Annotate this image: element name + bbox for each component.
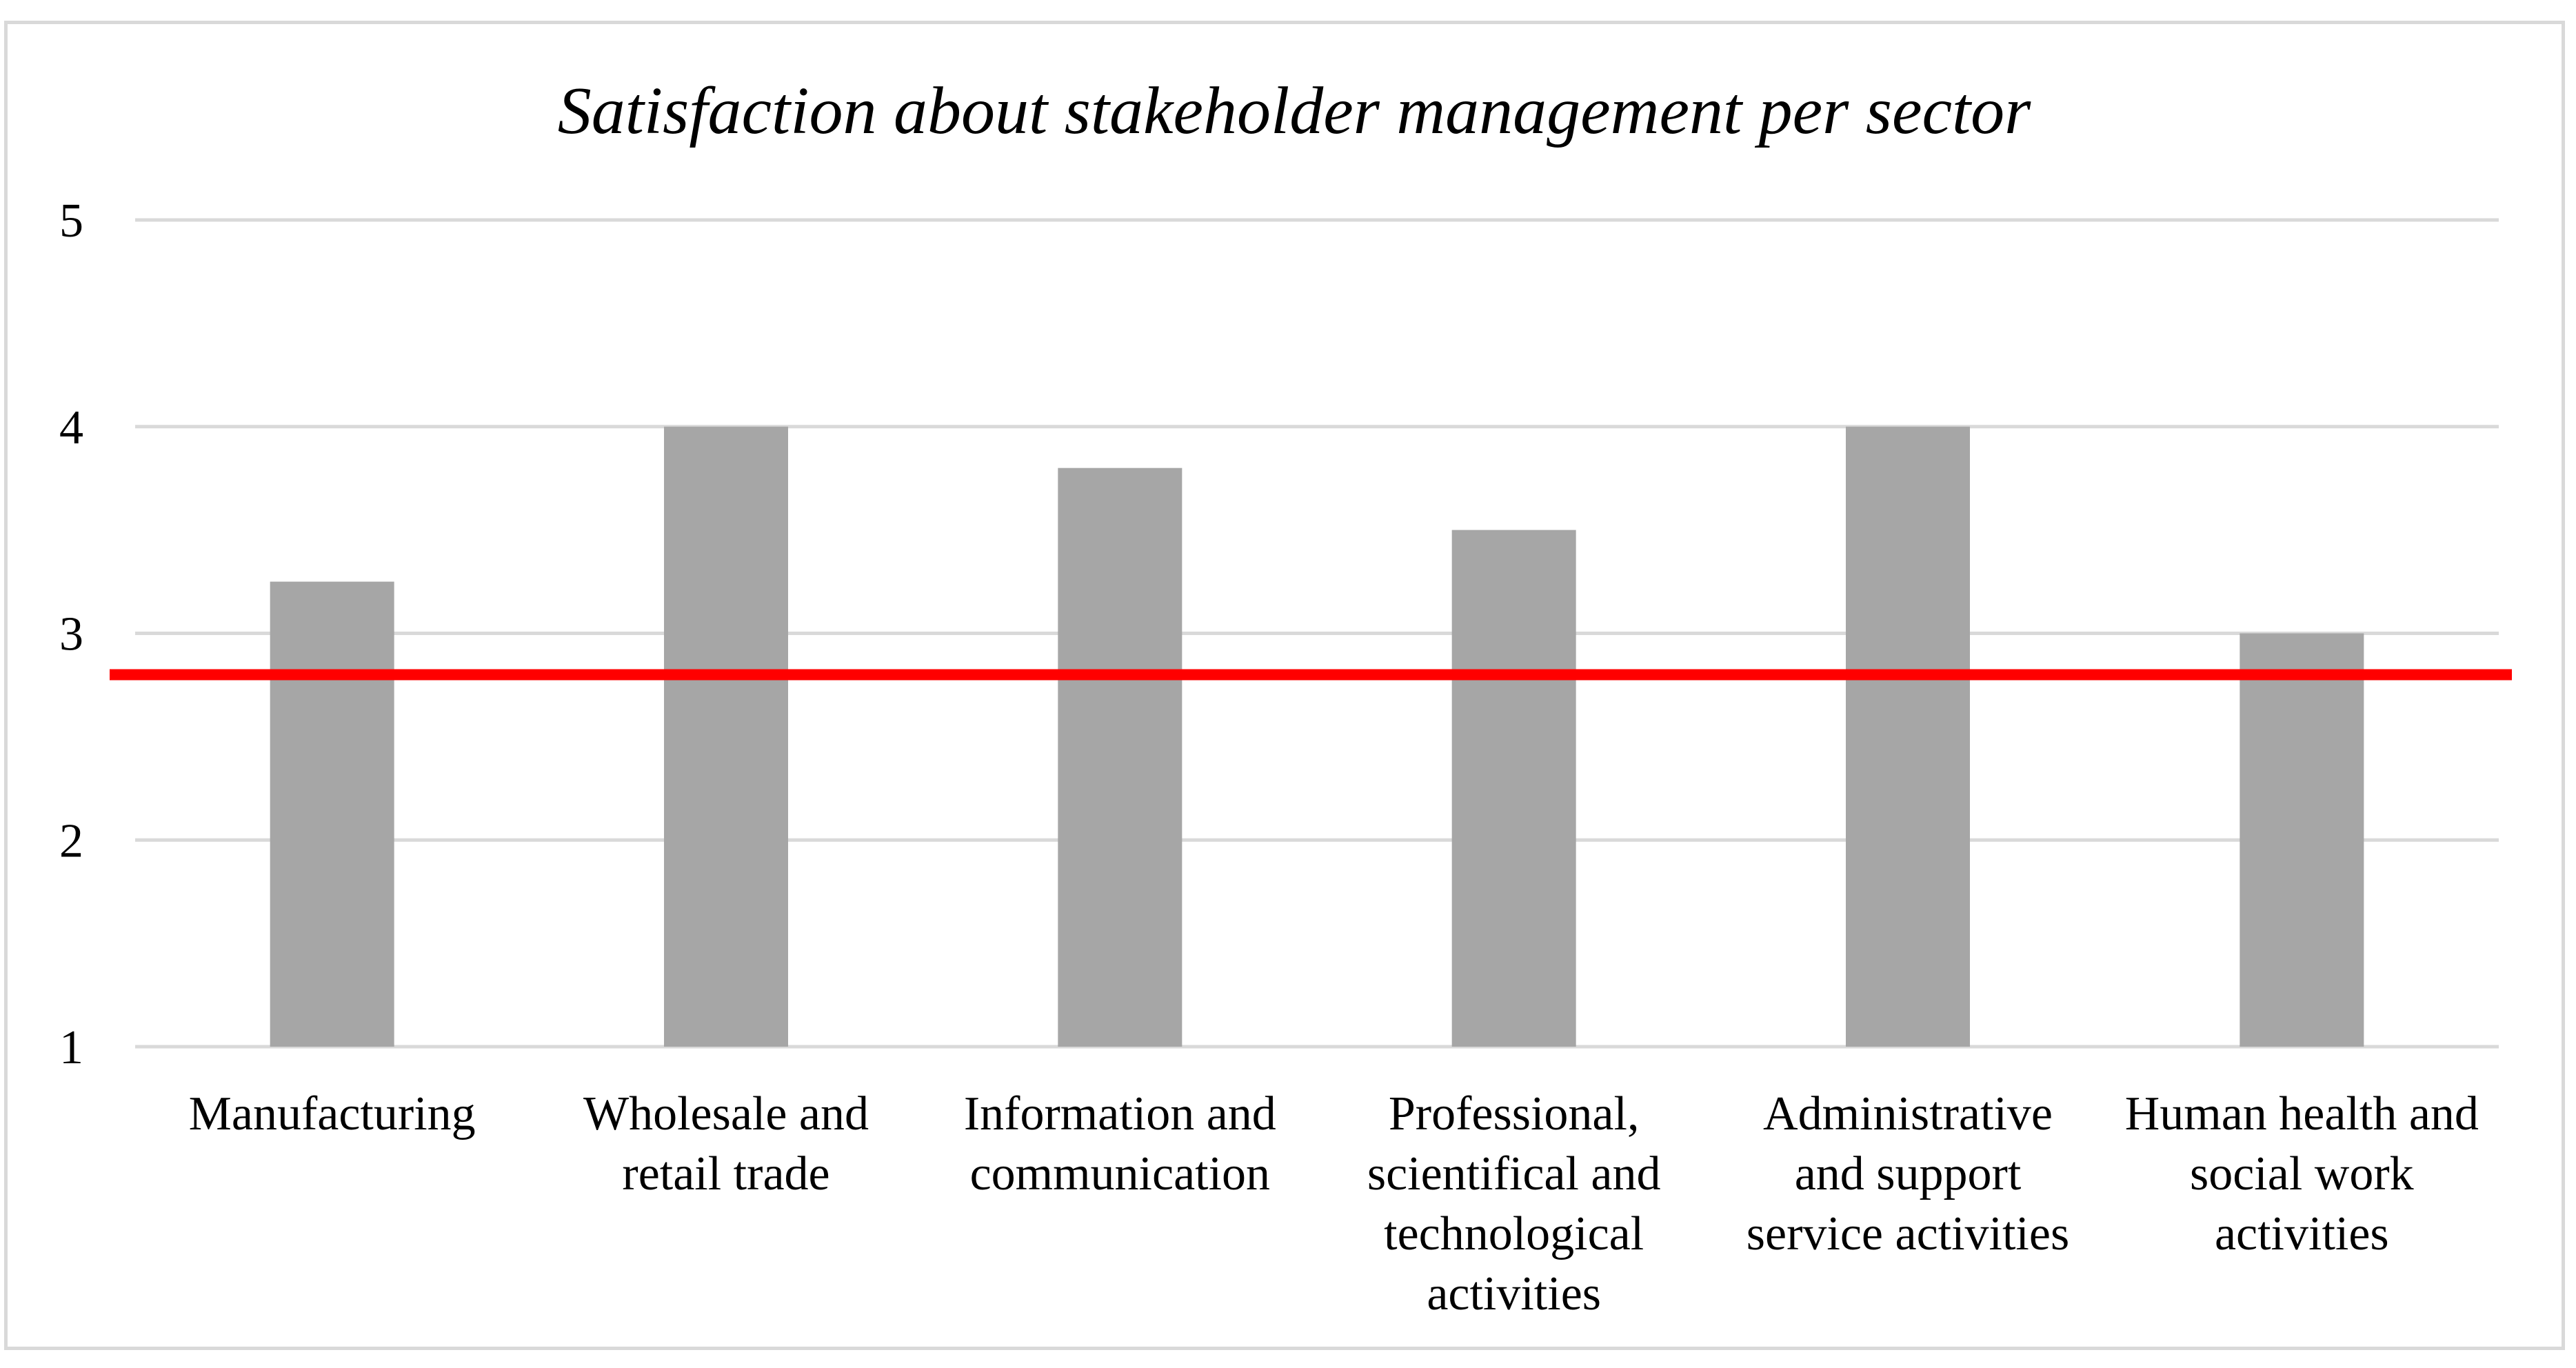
category-label-line: service activities	[1747, 1207, 2069, 1260]
bar-chart: Satisfaction about stakeholder managemen…	[59, 74, 2512, 1320]
bars	[270, 426, 2364, 1047]
category-label-line: and support	[1795, 1147, 2022, 1200]
category-label-1: Manufacturing	[189, 1087, 476, 1140]
category-label-line: Information and	[964, 1087, 1276, 1140]
category-label-line: Human health and	[2125, 1087, 2479, 1140]
category-label-line: Professional,	[1389, 1087, 1640, 1140]
category-label-4: Professional, scientifical and technologic…	[1367, 1087, 1661, 1320]
y-tick-label-3: 3	[59, 608, 83, 661]
bar-5	[1846, 426, 1970, 1047]
category-label-line: scientifical and	[1367, 1147, 1661, 1200]
category-label-line: technological	[1384, 1207, 1644, 1260]
x-axis-labels: Manufacturing Wholesale and retail trade In…	[189, 1087, 2479, 1320]
category-label-line: retail trade	[622, 1147, 829, 1200]
category-label-line: activities	[1427, 1267, 1601, 1320]
category-label-line: Wholesale and	[583, 1087, 869, 1140]
chart-title: Satisfaction about stakeholder managemen…	[558, 74, 2031, 148]
chart-frame: Satisfaction about stakeholder managemen…	[4, 21, 2565, 1350]
category-label-line: activities	[2215, 1207, 2389, 1260]
category-label-5: Administrative and support service activit…	[1747, 1087, 2069, 1260]
y-tick-label-1: 1	[59, 1021, 83, 1074]
gridlines	[135, 218, 2499, 1049]
y-axis-ticks: 1 2 3 4 5	[59, 194, 83, 1074]
y-tick-label-4: 4	[59, 401, 83, 454]
category-label-line: Administrative	[1763, 1087, 2053, 1140]
category-label-line: social work	[2190, 1147, 2414, 1200]
category-label-6: Human health and social work activities	[2125, 1087, 2479, 1260]
y-tick-label-5: 5	[59, 194, 83, 248]
category-label-line: Manufacturing	[189, 1087, 476, 1140]
category-label-2: Wholesale and retail trade	[583, 1087, 869, 1200]
bar-6	[2240, 633, 2364, 1047]
y-tick-label-2: 2	[59, 814, 83, 867]
bar-4	[1451, 530, 1576, 1047]
category-label-3: Information and communication	[964, 1087, 1276, 1200]
bar-1	[270, 581, 394, 1047]
category-label-line: communication	[970, 1147, 1270, 1200]
bar-3	[1058, 467, 1183, 1047]
bar-2	[664, 426, 788, 1047]
